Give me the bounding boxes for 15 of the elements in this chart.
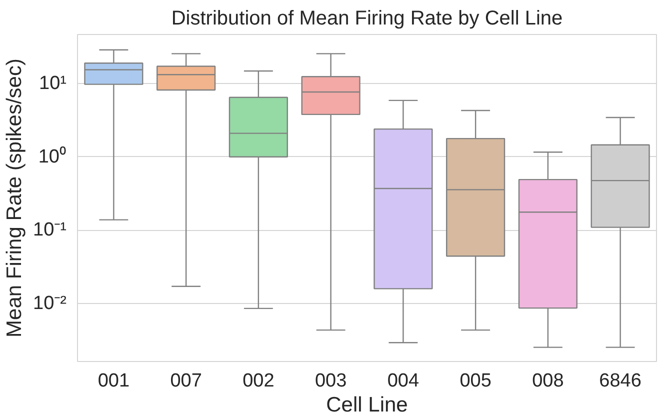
x-tick-label: 6846 [599, 370, 642, 392]
x-tick-label: 005 [460, 370, 492, 392]
x-tick-label: 004 [387, 370, 420, 392]
x-tick-label: 008 [532, 370, 564, 392]
y-tick-label: 10⁻² [33, 292, 67, 314]
y-tick-label: 10⁻¹ [33, 220, 67, 241]
chart-title: Distribution of Mean Firing Rate by Cell Line [171, 8, 563, 30]
x-tick-label: 007 [170, 370, 202, 392]
y-tick-label: 10⁰ [38, 145, 67, 168]
x-tick-label: 002 [242, 370, 274, 392]
y-tick-label: 10¹ [39, 73, 67, 94]
x-tick-label: 001 [98, 370, 130, 392]
y-axis-title: Mean Firing Rate (spikes/sec) [3, 58, 26, 338]
x-tick-label: 003 [314, 370, 347, 392]
x-axis-title: Cell Line [326, 394, 408, 416]
